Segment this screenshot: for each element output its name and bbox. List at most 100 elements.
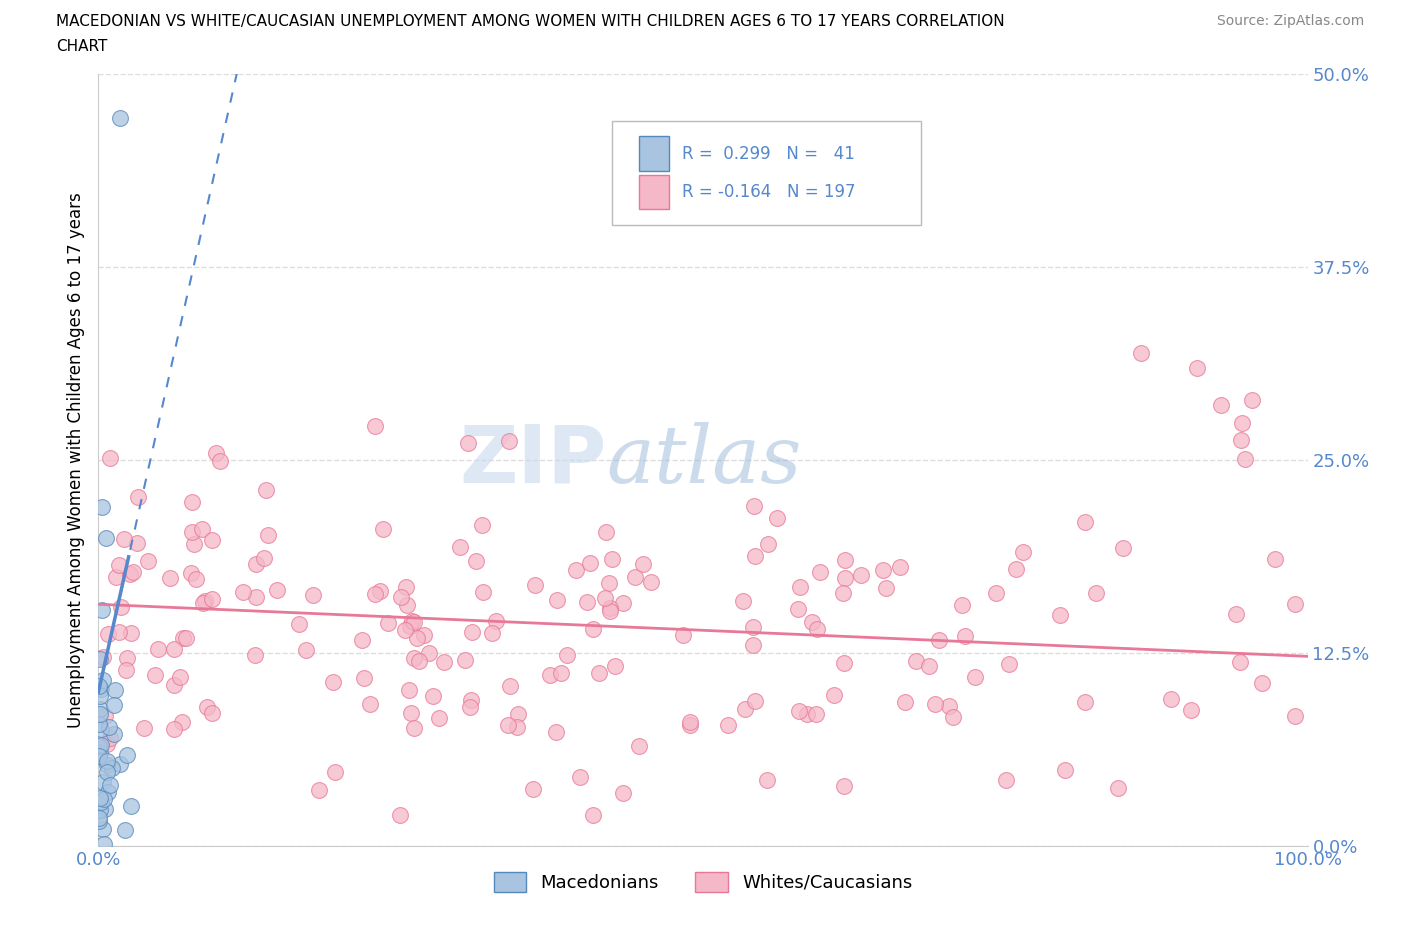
Point	[605, 659, 627, 674]
Point	[744, 694, 766, 709]
Point	[471, 517, 494, 532]
Point	[1005, 562, 1028, 577]
Point	[565, 563, 588, 578]
Point	[98, 730, 121, 745]
Point	[127, 489, 149, 504]
Point	[506, 707, 529, 722]
Point	[789, 579, 811, 594]
Point	[87, 738, 110, 753]
Point	[1264, 552, 1286, 567]
Point	[302, 588, 325, 603]
Point	[201, 533, 224, 548]
Point	[1180, 703, 1202, 718]
Point	[96, 737, 118, 751]
Legend: Macedonians, Whites/Caucasians: Macedonians, Whites/Caucasians	[486, 865, 920, 899]
Point	[108, 110, 131, 125]
Point	[485, 613, 508, 628]
Point	[464, 553, 486, 568]
Point	[371, 522, 394, 537]
Point	[679, 717, 702, 732]
Point	[112, 532, 135, 547]
Point	[169, 670, 191, 684]
Point	[89, 746, 111, 761]
Point	[408, 654, 430, 669]
Point	[506, 720, 529, 735]
Point	[136, 553, 159, 568]
Point	[832, 779, 855, 794]
Point	[389, 590, 412, 604]
Point	[834, 571, 856, 586]
Point	[1225, 607, 1247, 622]
Point	[401, 614, 423, 629]
Point	[796, 707, 818, 722]
Point	[308, 782, 330, 797]
Point	[1160, 692, 1182, 707]
Point	[905, 653, 928, 668]
Text: Source: ZipAtlas.com: Source: ZipAtlas.com	[1216, 14, 1364, 28]
Point	[162, 642, 184, 657]
Point	[321, 675, 343, 690]
Point	[115, 650, 138, 665]
Point	[471, 584, 494, 599]
Point	[96, 758, 118, 773]
Text: R = -0.164   N = 197: R = -0.164 N = 197	[682, 183, 856, 201]
Point	[194, 593, 217, 608]
Point	[627, 739, 650, 754]
Point	[1187, 361, 1209, 376]
Point	[756, 772, 779, 787]
Point	[172, 631, 194, 645]
Point	[997, 657, 1019, 671]
Point	[184, 572, 207, 587]
Point	[801, 615, 824, 630]
Point	[114, 823, 136, 838]
Point	[398, 683, 420, 698]
Point	[433, 655, 456, 670]
Point	[395, 580, 418, 595]
Point	[405, 631, 427, 645]
Point	[181, 494, 204, 509]
Point	[404, 615, 426, 630]
Point	[159, 571, 181, 586]
Point	[461, 624, 484, 639]
Point	[108, 557, 131, 572]
Point	[849, 567, 872, 582]
Point	[1011, 545, 1033, 560]
Point	[823, 687, 845, 702]
Point	[108, 624, 131, 639]
Point	[266, 583, 288, 598]
Point	[120, 566, 142, 581]
Point	[121, 565, 143, 579]
Point	[200, 591, 222, 606]
Point	[1074, 514, 1097, 529]
Point	[579, 556, 602, 571]
Point	[889, 559, 911, 574]
Point	[717, 718, 740, 733]
Point	[89, 810, 111, 825]
Point	[496, 718, 519, 733]
Point	[89, 716, 111, 731]
Point	[599, 604, 621, 618]
Point	[612, 786, 634, 801]
Point	[146, 642, 169, 657]
Point	[359, 697, 381, 711]
Point	[1233, 451, 1256, 466]
Point	[1073, 695, 1095, 710]
Point	[89, 707, 111, 722]
Point	[986, 586, 1008, 601]
Point	[93, 791, 115, 806]
Point	[550, 666, 572, 681]
Point	[733, 593, 755, 608]
Point	[89, 701, 111, 716]
Point	[633, 557, 655, 572]
Point	[498, 433, 520, 448]
Point	[831, 586, 853, 601]
Point	[404, 721, 426, 736]
Point	[413, 628, 436, 643]
Point	[87, 749, 110, 764]
Point	[204, 445, 226, 460]
Point	[1107, 780, 1129, 795]
Point	[742, 638, 765, 653]
Point	[1084, 586, 1107, 601]
Point	[245, 557, 267, 572]
Point	[808, 565, 831, 579]
